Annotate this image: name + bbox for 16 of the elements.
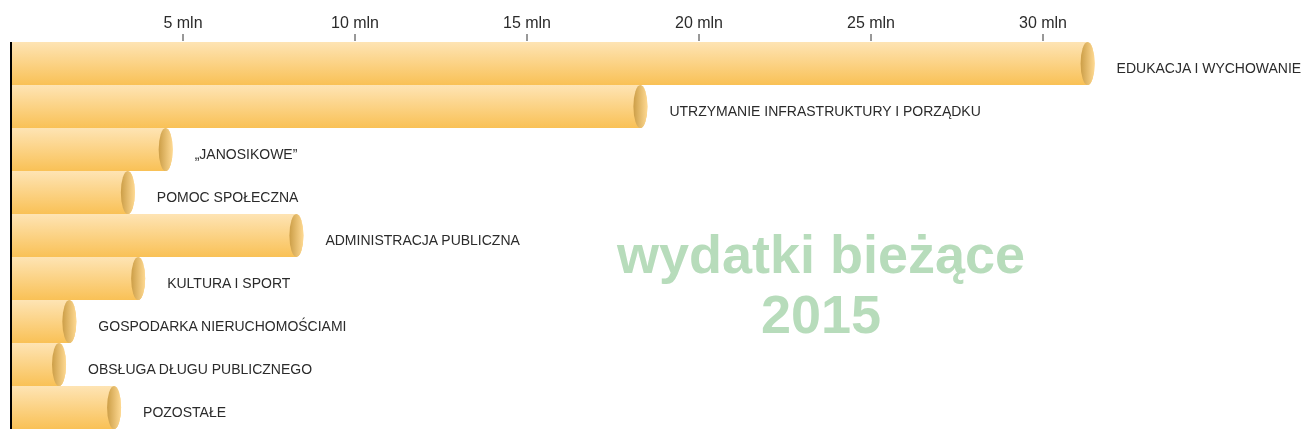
text: wydatki bieżące 2015 <box>615 224 1026 344</box>
x-tick-label: 5 mln <box>163 14 203 31</box>
y-tick-label: EDUKACJA I WYCHOWANIE <box>1116 59 1302 76</box>
y-tick-label: UTRZYMANIE INFRASTRUKTURY I PORZĄDKU <box>669 102 981 119</box>
y-tick-label: GOSPODARKA NIERUCHOMOŚCIAMI <box>98 316 347 334</box>
x-tick-label: 20 mln <box>674 14 724 31</box>
x-tick-label: 10 mln <box>330 14 380 31</box>
x-tick-label: 25 mln <box>846 14 896 31</box>
y-tick-label: „JANOSIKOWE” <box>194 145 298 162</box>
y-tick-label: ADMINISTRACJA PUBLICZNA <box>325 231 521 248</box>
y-tick-label: OBSŁUGA DŁUGU PUBLICZNEGO <box>88 360 313 377</box>
y-tick-label: KULTURA I SPORT <box>167 274 291 291</box>
y-tick-label: POMOC SPOŁECZNA <box>156 188 300 205</box>
x-tick-label: 30 mln <box>1018 14 1068 31</box>
y-tick-label: POZOSTAŁE <box>143 403 227 420</box>
x-tick-label: 15 mln <box>502 14 552 31</box>
